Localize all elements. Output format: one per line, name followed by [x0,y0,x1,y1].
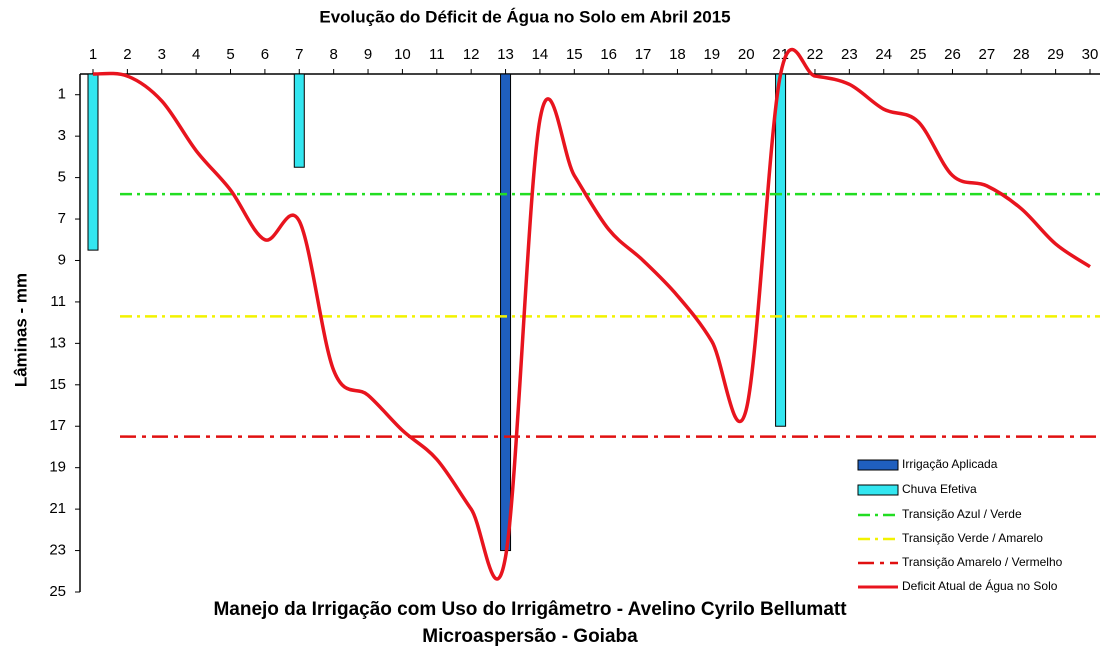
footer-line: Manejo da Irrigação com Uso do Irrigâmet… [213,599,847,620]
x-tick-label: 17 [635,46,652,63]
legend-label: Transição Verde / Amarelo [902,531,1043,545]
x-tick-label: 5 [226,46,234,63]
y-tick-label: 5 [58,169,66,186]
x-tick-label: 25 [910,46,927,63]
y-tick-label: 9 [58,251,66,268]
bar [87,73,99,251]
legend-label: Transição Amarelo / Vermelho [902,555,1063,569]
x-tick-label: 2 [123,46,131,63]
x-tick-label: 6 [261,46,269,63]
x-tick-label: 13 [497,46,514,63]
footer-line: Microaspersão - Goiaba [422,626,638,647]
y-tick-label: 13 [49,334,66,351]
x-tick-label: 16 [600,46,617,63]
x-tick-label: 30 [1082,46,1099,63]
x-tick-label: 24 [875,46,892,63]
y-tick-label: 21 [49,500,66,517]
y-tick-label: 19 [49,459,66,476]
legend-label: Deficit Atual de Água no Solo [902,578,1058,593]
x-tick-label: 27 [979,46,996,63]
x-tick-label: 11 [429,46,445,63]
y-tick-label: 25 [49,583,66,600]
y-tick-label: 1 [58,86,66,103]
x-tick-label: 15 [566,46,583,63]
x-tick-label: 4 [192,46,200,63]
y-tick-label: 11 [50,293,66,310]
y-tick-label: 17 [49,417,66,434]
x-tick-label: 3 [158,46,166,63]
legend-swatch [857,459,899,471]
bar [293,73,305,168]
x-tick-label: 10 [394,46,411,63]
legend-label: Transição Azul / Verde [902,507,1022,521]
y-tick-label: 3 [58,127,66,144]
x-tick-label: 19 [703,46,720,63]
y-tick-label: 23 [49,542,66,559]
y-axis-label: Lâminas - mm [11,273,30,387]
y-tick-label: 7 [58,210,66,227]
x-tick-label: 28 [1013,46,1030,63]
chart-title: Evolução do Déficit de Água no Solo em A… [319,7,730,26]
line [92,47,1091,581]
y-tick-label: 15 [49,376,66,393]
x-tick-label: 26 [944,46,961,63]
x-tick-label: 22 [807,46,824,63]
x-tick-label: 12 [463,46,480,63]
legend-label: Chuva Efetiva [902,482,977,496]
bar [500,73,512,552]
legend-swatch [857,484,899,496]
x-tick-label: 20 [738,46,755,63]
x-tick-label: 1 [89,46,97,63]
x-tick-label: 7 [295,46,303,63]
legend-label: Irrigação Aplicada [902,457,998,471]
x-tick-label: 14 [532,46,549,63]
x-tick-label: 8 [329,46,337,63]
x-tick-label: 29 [1047,46,1064,63]
bar [775,73,787,427]
x-tick-label: 23 [841,46,858,63]
x-tick-label: 18 [669,46,686,63]
x-tick-label: 9 [364,46,372,63]
